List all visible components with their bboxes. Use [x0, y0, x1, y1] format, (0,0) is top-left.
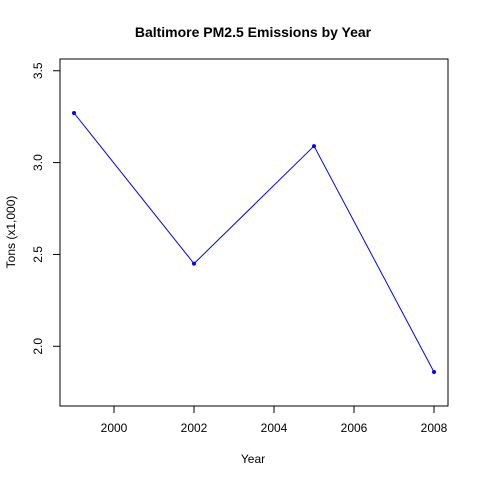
y-tick-label: 2.0 — [31, 338, 45, 355]
y-axis: 2.0 2.5 3.0 3.5 — [31, 62, 61, 355]
data-point — [192, 261, 196, 266]
data-point — [312, 144, 316, 149]
x-axis: 2000 2002 2004 2006 2008 — [101, 405, 448, 435]
y-tick-label: 3.5 — [31, 62, 45, 79]
x-tick-label: 2000 — [101, 421, 128, 435]
series-line — [73, 112, 435, 373]
y-tick-label: 2.5 — [31, 246, 45, 263]
x-axis-label: Year — [241, 452, 265, 466]
x-tick-label: 2004 — [261, 421, 288, 435]
chart-title: Baltimore PM2.5 Emissions by Year — [135, 24, 372, 40]
series-group — [72, 111, 436, 374]
data-point — [432, 370, 436, 374]
y-axis-label: Tons (x1,000) — [4, 196, 18, 269]
x-tick-label: 2008 — [421, 421, 448, 435]
x-tick-label: 2006 — [341, 421, 368, 435]
data-point — [72, 111, 76, 115]
plot-box — [59, 58, 449, 407]
y-tick-label: 3.0 — [31, 154, 45, 171]
x-tick-label: 2002 — [181, 421, 208, 435]
